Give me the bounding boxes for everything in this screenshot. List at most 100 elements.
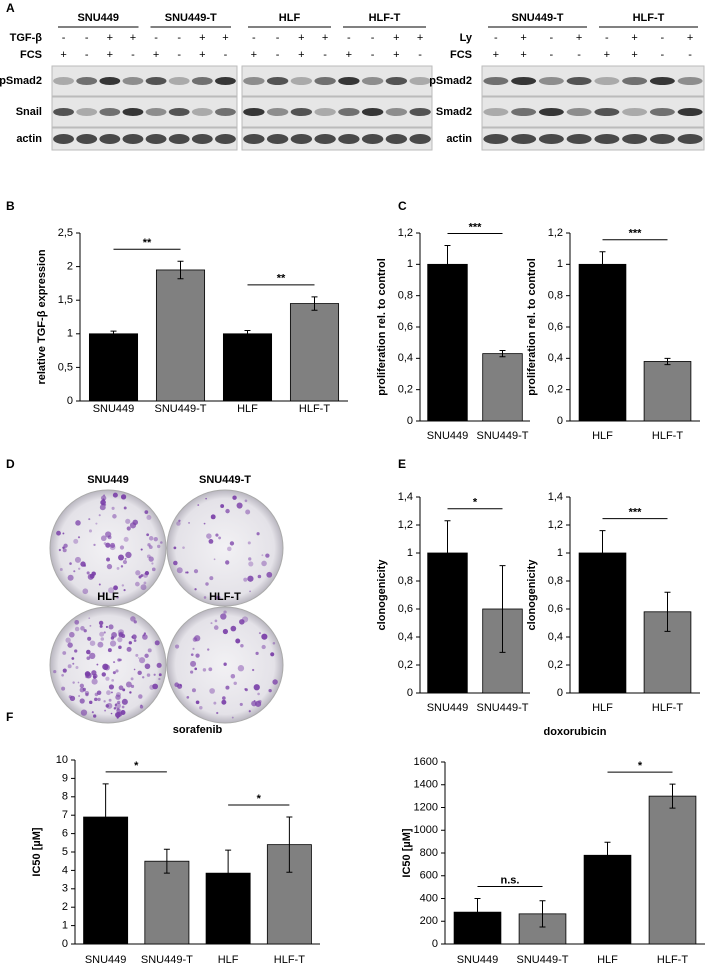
significance-label: ** (143, 237, 152, 249)
colony (102, 591, 106, 595)
protein-label: actin (16, 133, 42, 145)
colony (109, 640, 117, 647)
blot-band (677, 134, 703, 144)
colony (79, 683, 84, 688)
colony (83, 629, 87, 633)
colony (156, 544, 161, 549)
colony (239, 619, 245, 625)
colony (67, 574, 74, 581)
y-tick-label: 0 (407, 415, 413, 427)
treatment-sign: - (661, 32, 665, 44)
colony (135, 570, 141, 576)
colony (103, 631, 106, 634)
colony (87, 636, 92, 641)
blot-band (649, 134, 675, 144)
y-tick-label: 6 (62, 828, 68, 840)
colony (129, 522, 137, 529)
colony (223, 610, 227, 614)
colony (118, 685, 124, 691)
colony (144, 663, 151, 670)
colony (215, 533, 219, 537)
colony (186, 571, 189, 574)
treatment-sign: + (493, 49, 499, 61)
colony (216, 711, 219, 715)
y-tick-label: 1 (557, 258, 563, 270)
colony (146, 673, 151, 677)
y-tick-label: 5 (62, 846, 68, 858)
group-label: SNU449 (77, 12, 119, 24)
colony (253, 684, 260, 691)
treatment-sign: + (687, 32, 693, 44)
colony (122, 688, 126, 692)
colony (193, 569, 199, 574)
colony (148, 536, 154, 541)
colony (244, 688, 248, 692)
colony (176, 521, 181, 526)
colony (62, 546, 65, 549)
y-tick-label: 4 (62, 864, 68, 876)
x-tick-label: HLF-T (274, 954, 305, 966)
colony (118, 554, 125, 561)
blot-band (511, 108, 537, 116)
bar (427, 263, 468, 422)
blot-band (145, 108, 167, 116)
treatment-sign: + (604, 49, 610, 61)
colony (123, 536, 129, 542)
dish-label: HLF-T (209, 591, 241, 603)
colony (89, 624, 92, 627)
error-bar (163, 848, 170, 874)
colony (75, 520, 81, 526)
error-bar (499, 350, 506, 358)
y-axis-label: clonogenicity (376, 559, 388, 631)
treatment-sign: + (631, 32, 637, 44)
colony (94, 697, 98, 702)
blot-band (677, 108, 703, 116)
treatment-sign: - (347, 32, 351, 44)
colony (117, 636, 123, 643)
protein-label: Snail (16, 106, 42, 118)
x-tick-label: HLF (592, 702, 613, 714)
y-tick-label: 3 (62, 883, 68, 895)
treatment-sign: - (276, 49, 280, 61)
blot-band (361, 134, 384, 144)
treatment-label: FCS (20, 49, 42, 61)
colony (207, 648, 210, 651)
colony (79, 687, 85, 693)
treatment-label: TGF-β (10, 32, 43, 44)
significance-label: * (638, 760, 643, 772)
colony (148, 556, 154, 562)
blot-band (168, 108, 190, 116)
colony (248, 710, 251, 713)
y-tick-label: 0,8 (548, 575, 563, 587)
significance-label: ** (277, 273, 286, 285)
colony (69, 631, 75, 638)
y-tick-label: 0,8 (398, 290, 413, 302)
error-bar (664, 357, 671, 366)
colony (254, 700, 262, 707)
colony (121, 584, 125, 587)
colony (114, 703, 118, 707)
colony (115, 669, 119, 673)
y-tick-label: 0 (557, 687, 563, 699)
colony (203, 596, 207, 599)
y-tick-label: 0 (407, 687, 413, 699)
colony (144, 653, 149, 658)
colony (160, 541, 163, 544)
blot-band (266, 134, 289, 144)
colony (104, 664, 111, 671)
colony (113, 585, 118, 591)
colony (222, 696, 226, 700)
treatment-sign: + (153, 49, 159, 61)
colony (61, 673, 64, 677)
colony (209, 688, 215, 694)
colony (158, 677, 161, 681)
blot-band (622, 134, 648, 144)
x-tick-label: HLF-T (652, 702, 683, 714)
colony (225, 508, 230, 514)
blot-band (191, 134, 213, 144)
colony (75, 665, 79, 669)
blot-band (483, 77, 509, 85)
group-label: HLF-T (369, 12, 401, 24)
colony (124, 557, 127, 560)
